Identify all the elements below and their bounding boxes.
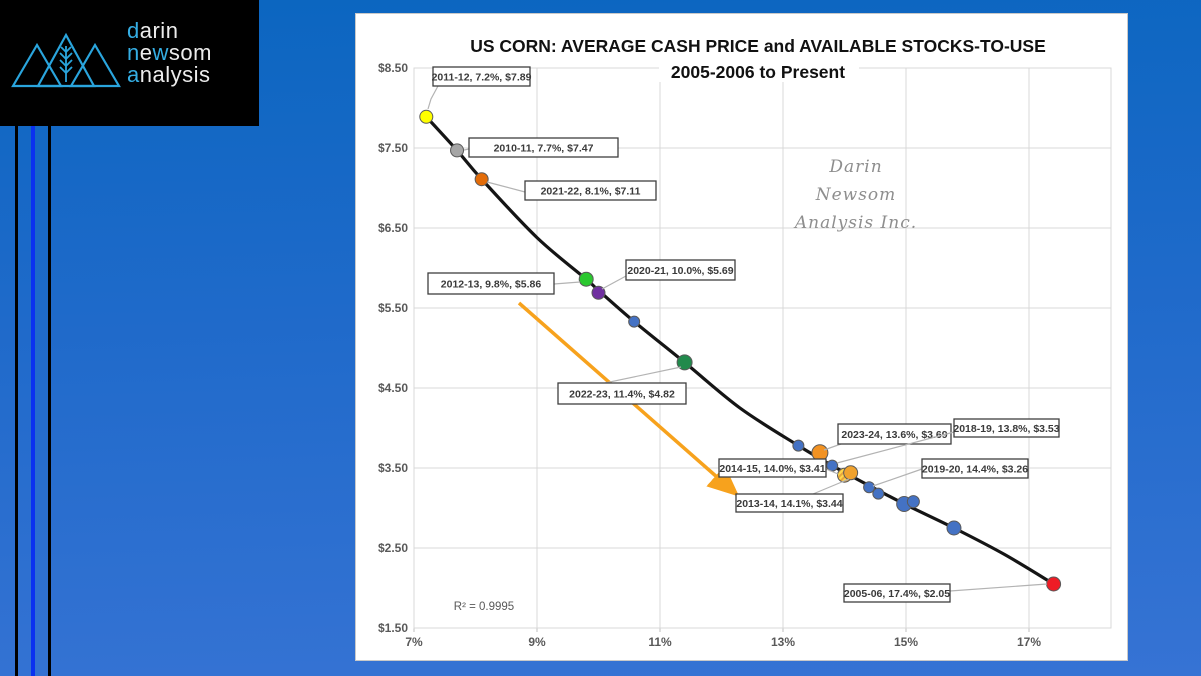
series-layer: 2011-12, 7.2%, $7.89 2010-11, 7.7%, $7.47… bbox=[419, 66, 1062, 603]
annotation-label: 2005-06, 17.4%, $2.05 bbox=[844, 588, 950, 600]
annotation-leader bbox=[463, 148, 470, 151]
annotation-box bbox=[468, 137, 619, 158]
annotation-label: 2012-13, 9.8%, $5.86 bbox=[441, 279, 542, 291]
data-point-2005-06 bbox=[1046, 576, 1062, 592]
data-point bbox=[628, 315, 641, 328]
x-axis-tick-label: 9% bbox=[528, 635, 546, 649]
data-point-2022-23 bbox=[676, 354, 693, 371]
y-axis-tick-label: $4.50 bbox=[378, 381, 408, 395]
brand-wordmark-line: darin bbox=[127, 18, 179, 43]
r-squared-label: R² = 0.9995 bbox=[454, 601, 514, 613]
decor-line-blue bbox=[31, 126, 35, 676]
data-point bbox=[946, 520, 962, 536]
brand-wordmark: darin newsom analysis bbox=[127, 20, 212, 86]
annotation-box bbox=[718, 458, 827, 478]
chart-title: US CORN: AVERAGE CASH PRICE and AVAILABL… bbox=[470, 36, 1046, 56]
x-axis-tick-label: 11% bbox=[648, 635, 672, 649]
y-axis-tick-label: $3.50 bbox=[378, 461, 408, 475]
annotation-label: 2022-23, 11.4%, $4.82 bbox=[569, 389, 675, 401]
chart-svg: $8.50 $7.50 $6.50 $5.50 $4.50 $3.50 $2.50 $1.50… bbox=[378, 36, 1112, 649]
data-point-2011-12 bbox=[419, 109, 434, 124]
y-axis-tick-label: $1.50 bbox=[378, 621, 408, 635]
brand-wordmark-line: analysis bbox=[127, 62, 211, 87]
annotation-label: 2020-21, 10.0%, $5.69 bbox=[627, 265, 733, 277]
watermark-line-2: Newsom bbox=[815, 185, 897, 205]
annotation-box bbox=[735, 493, 844, 513]
grid-layer: $8.50 $7.50 $6.50 $5.50 $4.50 $3.50 $2.50 $1.50… bbox=[378, 61, 1112, 649]
annotation-box bbox=[953, 418, 1060, 438]
brand-wordmark-line: newsom bbox=[127, 40, 212, 65]
annotation-box bbox=[921, 458, 1029, 479]
annotation-box bbox=[843, 583, 951, 603]
x-axis-tick-label: 17% bbox=[1017, 635, 1041, 649]
annotation-label: 2013-14, 14.1%, $3.44 bbox=[736, 498, 842, 510]
annotation-box bbox=[625, 259, 736, 281]
data-point bbox=[872, 487, 885, 500]
annotation-label: 2011-12, 7.2%, $7.89 bbox=[432, 72, 532, 84]
annotation-leader bbox=[601, 275, 627, 290]
annotation-leader bbox=[825, 468, 839, 475]
y-axis-tick-label: $2.50 bbox=[378, 541, 408, 555]
data-point bbox=[792, 439, 805, 452]
trend-line bbox=[424, 115, 1056, 586]
decor-line-black-2 bbox=[48, 126, 51, 676]
x-axis-tick-label: 13% bbox=[771, 635, 795, 649]
annotation-label: 2019-20, 14.4%, $3.26 bbox=[922, 464, 1028, 476]
annotation-leader bbox=[604, 366, 682, 384]
annotation-box bbox=[837, 423, 952, 445]
annotation-label: 2014-15, 14.0%, $3.41 bbox=[719, 463, 825, 475]
annotation-label: 2023-24, 13.6%, $3.69 bbox=[841, 429, 947, 441]
annotation-leader bbox=[486, 181, 526, 193]
annotation-leader bbox=[553, 281, 581, 285]
annotation-box bbox=[432, 66, 531, 87]
data-point-2012-13 bbox=[578, 271, 594, 287]
annotation-box bbox=[557, 382, 687, 405]
data-point-2021-22 bbox=[474, 172, 489, 187]
brand-logo-icon bbox=[11, 32, 121, 88]
data-point-2013-14 bbox=[843, 465, 859, 481]
watermark-line-3: Analysis Inc. bbox=[793, 213, 917, 233]
annotation-leader bbox=[427, 85, 439, 110]
annotation-label: 2018-19, 13.8%, $3.53 bbox=[953, 423, 1059, 435]
watermark: Darin Newsom Analysis Inc. bbox=[793, 157, 917, 233]
y-axis-tick-label: $5.50 bbox=[378, 301, 408, 315]
data-point-2020-21 bbox=[591, 285, 606, 300]
annotation-leader bbox=[836, 431, 955, 464]
chart-panel: $8.50 $7.50 $6.50 $5.50 $4.50 $3.50 $2.50 $1.50… bbox=[355, 13, 1128, 661]
annotation-leader bbox=[872, 468, 923, 487]
x-axis-tick-label: 15% bbox=[894, 635, 918, 649]
x-axis-tick-label: 7% bbox=[405, 635, 423, 649]
annotation-leader bbox=[812, 478, 850, 495]
watermark-line-1: Darin bbox=[828, 157, 882, 177]
annotation-label: 2010-11, 7.7%, $7.47 bbox=[494, 143, 594, 155]
data-point-2019-20 bbox=[863, 481, 876, 494]
chart-subtitle: 2005-2006 to Present bbox=[671, 62, 845, 82]
y-axis-tick-label: $8.50 bbox=[378, 61, 408, 75]
y-axis-tick-label: $7.50 bbox=[378, 141, 408, 155]
annotation-leader bbox=[823, 443, 842, 451]
annotation-box bbox=[524, 180, 657, 201]
data-point bbox=[906, 495, 920, 509]
decor-line-black-1 bbox=[15, 126, 18, 676]
annotation-label: 2021-22, 8.1%, $7.11 bbox=[541, 186, 641, 198]
y-axis-tick-label: $6.50 bbox=[378, 221, 408, 235]
annotation-box bbox=[427, 272, 555, 295]
subtitle-background bbox=[659, 60, 859, 82]
annotation-leader bbox=[949, 583, 1048, 592]
wheat-ear-icon bbox=[59, 46, 73, 82]
data-point-2010-11 bbox=[450, 143, 465, 158]
brand-panel: darin newsom analysis bbox=[0, 0, 259, 126]
